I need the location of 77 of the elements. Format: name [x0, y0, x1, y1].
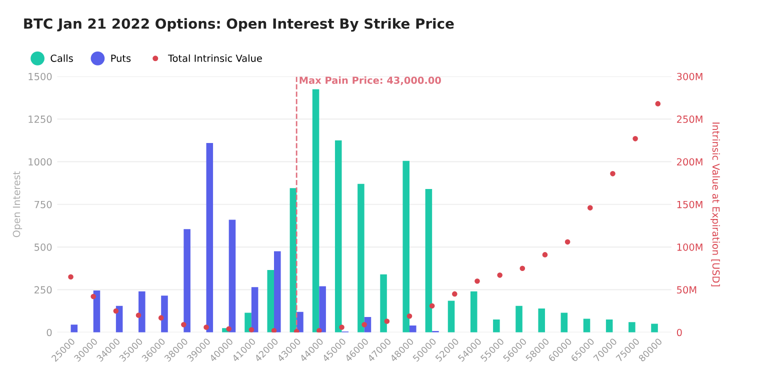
chart-title: BTC Jan 21 2022 Options: Open Interest By Strike Price — [24, 18, 454, 32]
point — [564, 239, 570, 245]
point — [542, 252, 548, 258]
bar — [319, 286, 326, 332]
point — [610, 171, 616, 176]
bar — [651, 324, 658, 332]
bar — [628, 322, 636, 332]
point — [113, 308, 119, 314]
y2-tick-label: 50M — [677, 286, 696, 294]
bar — [161, 296, 168, 332]
bar — [448, 300, 455, 332]
point — [158, 315, 164, 320]
point — [384, 318, 390, 324]
y2-tick-label: 250M — [677, 116, 702, 123]
bar — [358, 184, 364, 332]
point — [497, 272, 502, 278]
y-tick-label: 500 — [34, 244, 52, 251]
point — [226, 326, 232, 332]
point — [474, 278, 480, 284]
point — [68, 274, 74, 280]
point — [90, 294, 96, 300]
bar — [334, 140, 342, 332]
legend-label: Total Intrinsic Value — [168, 54, 262, 62]
bar — [560, 312, 568, 332]
y-tick-label: 1250 — [28, 116, 52, 123]
point — [520, 266, 526, 272]
y2-axis-title: Intrinsic Value at Expiration [USD] — [710, 122, 720, 286]
legend-label: Puts — [111, 54, 131, 62]
y-tick-label: 1500 — [28, 72, 52, 80]
bar — [425, 189, 432, 332]
point — [362, 322, 367, 328]
point — [429, 303, 435, 309]
bar — [70, 324, 78, 332]
point — [248, 327, 254, 332]
y2-tick-label: 100M — [677, 244, 702, 251]
bar — [402, 160, 410, 332]
bar — [290, 188, 297, 332]
y2-tick-label: 300M — [677, 72, 702, 80]
y-tick-label: 0 — [46, 328, 52, 336]
bar — [409, 326, 416, 332]
point — [271, 328, 277, 332]
bar — [380, 274, 387, 332]
y-tick-label: 1000 — [28, 158, 52, 166]
point — [316, 328, 322, 332]
bar — [538, 308, 545, 332]
bar — [470, 291, 478, 332]
bar — [251, 287, 258, 332]
point — [181, 322, 186, 328]
bar — [516, 306, 522, 332]
y2-tick-label: 200M — [677, 158, 702, 166]
y2-tick-label: 150M — [677, 200, 702, 208]
bar — [93, 290, 100, 332]
point — [204, 324, 209, 330]
bar — [583, 318, 590, 332]
bar — [184, 229, 190, 332]
bar — [606, 320, 613, 332]
point — [655, 101, 661, 106]
legend-label: Calls — [50, 54, 73, 62]
point — [339, 324, 344, 330]
bar — [206, 142, 214, 332]
point — [632, 136, 638, 142]
bar — [493, 320, 500, 332]
bar — [138, 291, 146, 332]
point — [452, 291, 458, 297]
point — [406, 313, 412, 319]
point — [587, 205, 593, 210]
y-axis-title: Open Interest — [12, 171, 22, 238]
bar — [312, 89, 320, 332]
point — [136, 312, 142, 318]
bar — [228, 220, 236, 332]
bar — [244, 312, 252, 332]
y2-tick-label: 0 — [676, 328, 682, 336]
bar — [274, 251, 281, 332]
bar — [267, 270, 274, 332]
ref-line-label: Max Pain Price: 43,000.00 — [300, 76, 441, 86]
y-tick-label: 250 — [34, 286, 52, 294]
y-tick-label: 750 — [34, 200, 52, 208]
